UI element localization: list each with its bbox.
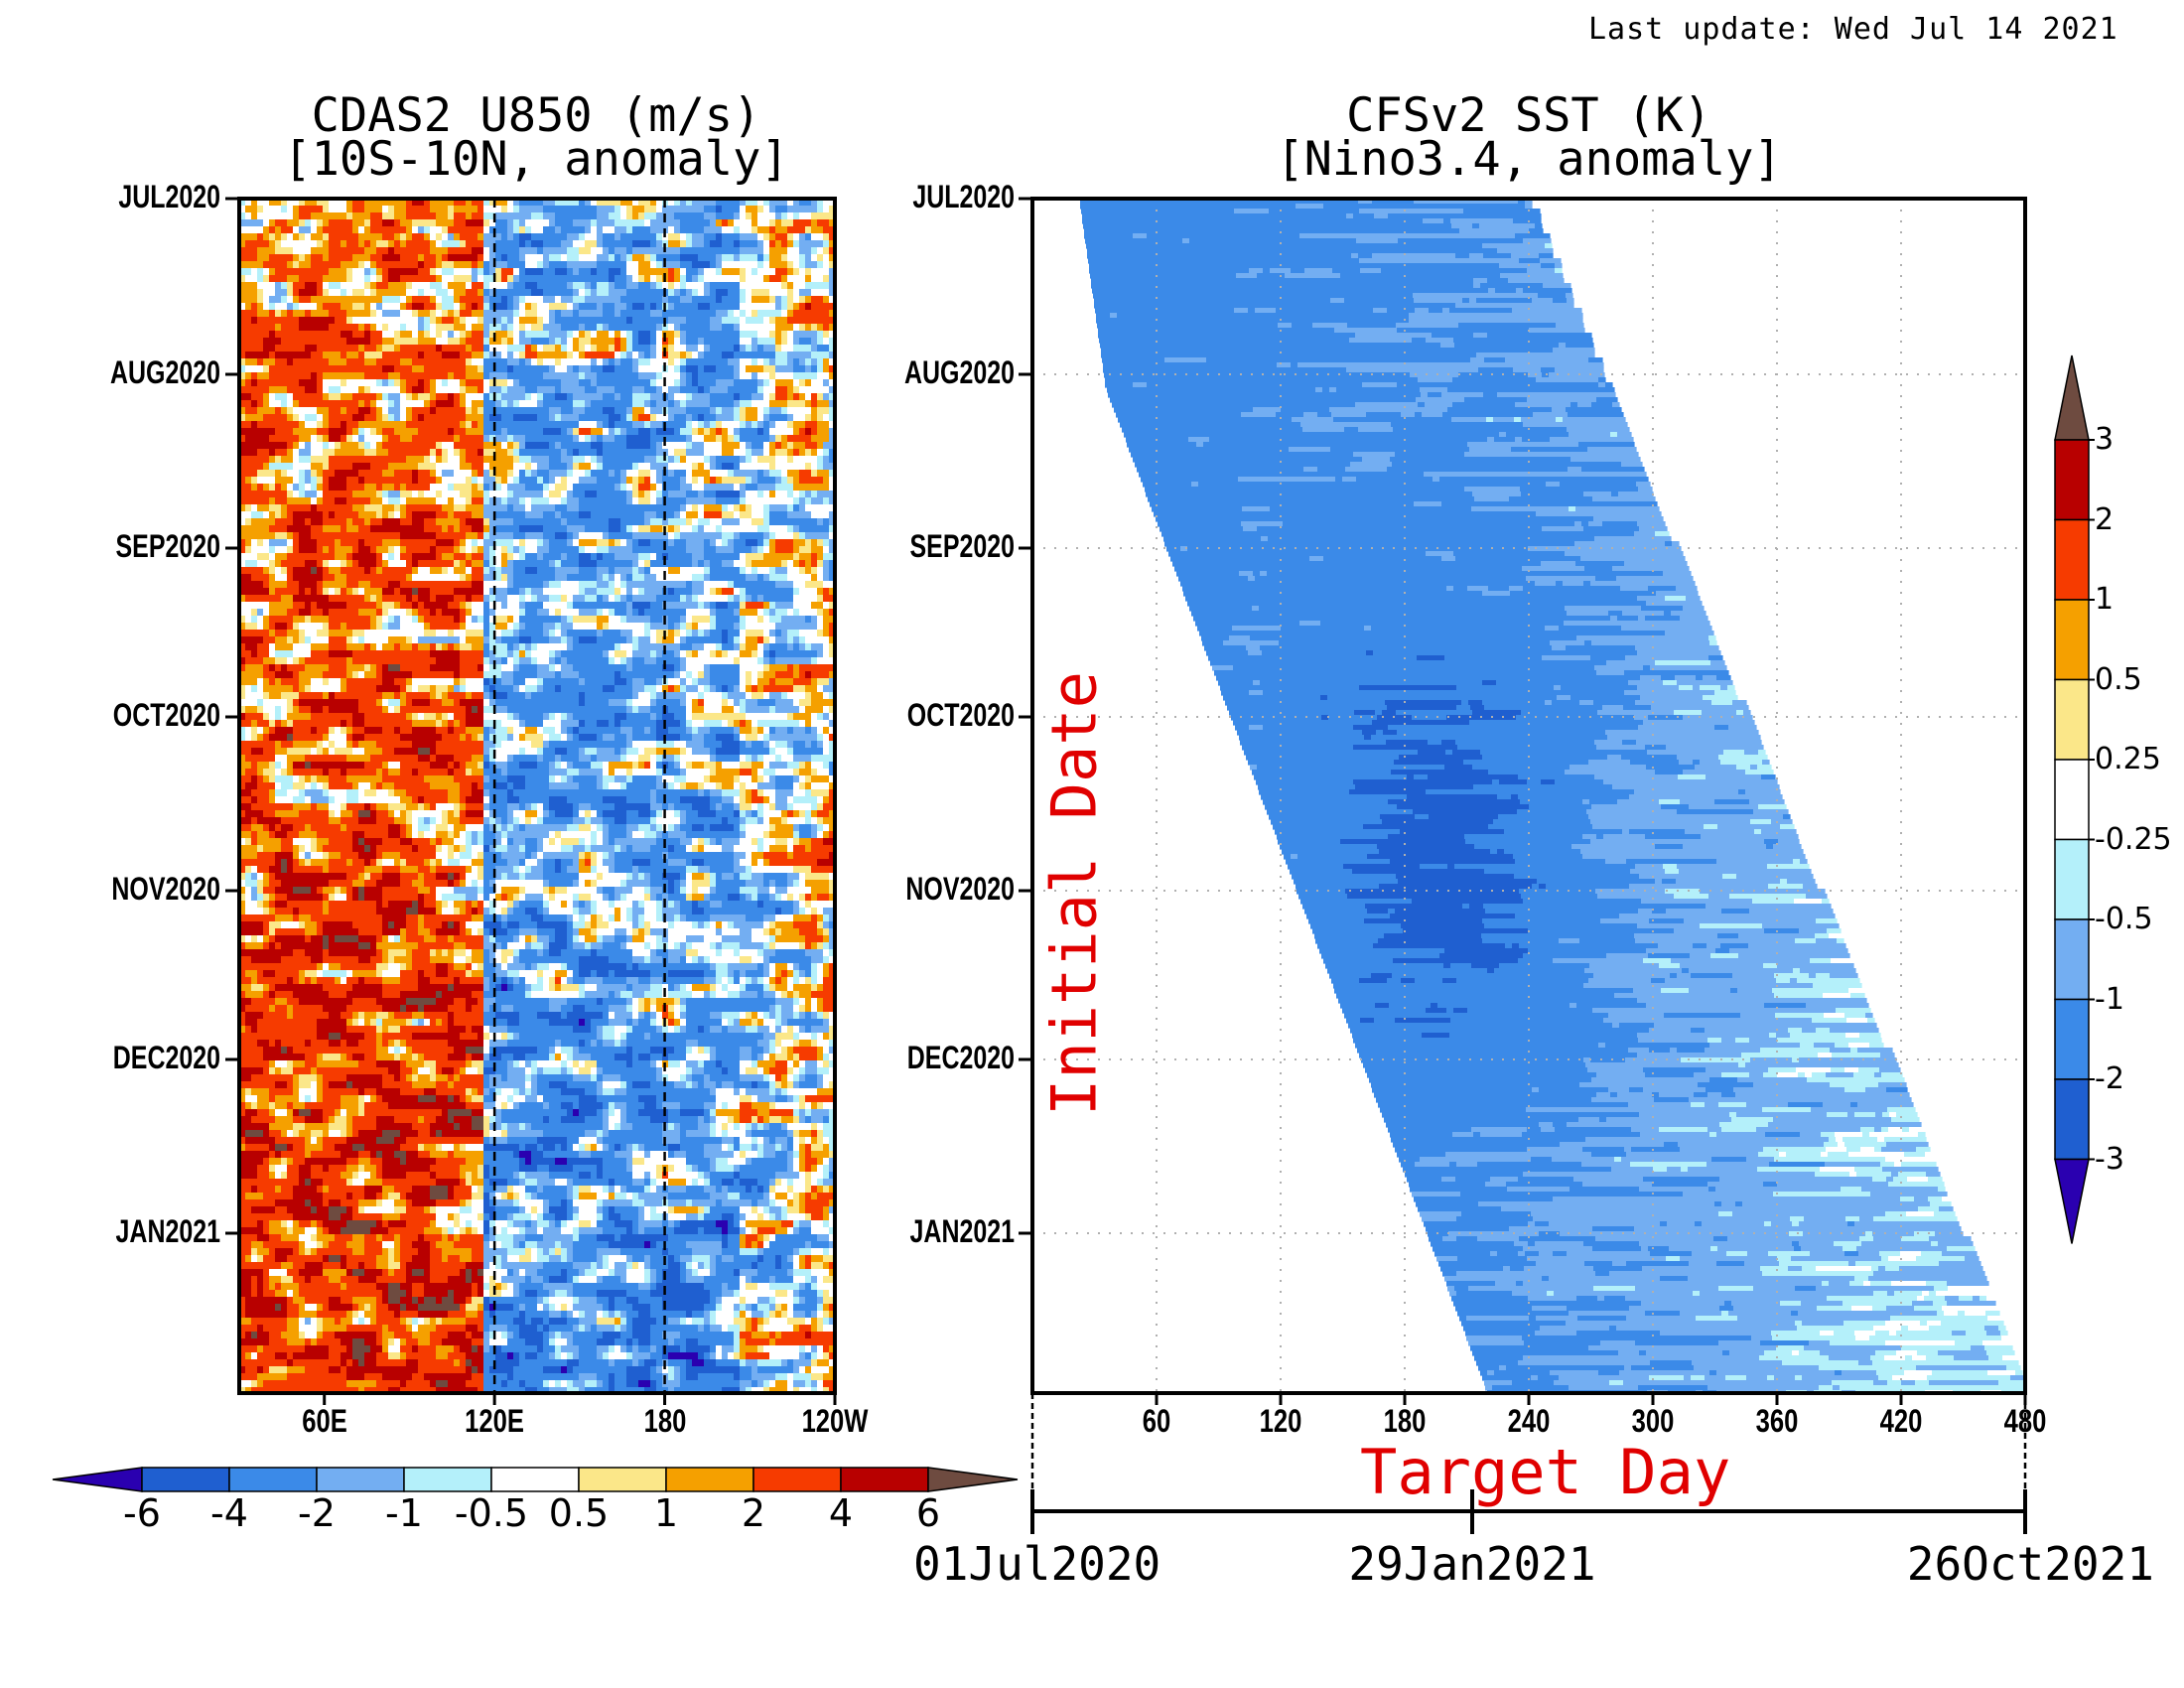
- target-day-axis-label: Target Day: [1360, 1436, 1730, 1508]
- left-subtitle-line: [10S-10N, anomaly]: [238, 136, 834, 183]
- right-y-tick-label: DEC2020: [860, 1040, 1015, 1076]
- left-colorbar-label: 6: [884, 1491, 973, 1535]
- left-y-tick-label: AUG2020: [66, 354, 220, 391]
- right-colorbar-label: -0.5: [2095, 902, 2153, 936]
- right-colorbar-label: 2: [2095, 502, 2114, 537]
- right-y-tick-label: JAN2021: [860, 1213, 1015, 1250]
- left-title-line: CDAS2 U850 (m/s): [238, 92, 834, 139]
- right-y-tick-label: OCT2020: [860, 697, 1015, 734]
- left-x-tick-label: 120E: [447, 1403, 542, 1440]
- right-x-tick-label: 480: [1978, 1403, 2073, 1440]
- left-colorbar-label: 2: [709, 1491, 798, 1535]
- left-y-tick-label: DEC2020: [66, 1040, 220, 1076]
- right-x-tick-label: 240: [1481, 1403, 1576, 1440]
- colorbars: [52, 354, 2095, 1492]
- right-y-tick-label: AUG2020: [860, 354, 1015, 391]
- right-colorbar-label: 3: [2095, 422, 2114, 457]
- initial-date-axis-label: Initial Date: [1038, 671, 1111, 1116]
- right-colorbar-label: 0.5: [2095, 662, 2142, 697]
- left-colorbar-label: 1: [621, 1491, 711, 1535]
- sst-heatmap: [1080, 199, 2025, 1393]
- right-x-tick-label: 60: [1109, 1403, 1204, 1440]
- sst-gridlines: [1032, 199, 2025, 1393]
- left-colorbar-label: -4: [185, 1491, 274, 1535]
- date-axis-label: 26Oct2021: [1757, 1537, 2154, 1591]
- left-x-tick-label: 60E: [277, 1403, 372, 1440]
- left-y-tick-label: JUL2020: [66, 179, 220, 215]
- right-x-tick-label: 420: [1853, 1403, 1949, 1440]
- last-update-stamp: Last update: Wed Jul 14 2021: [1588, 12, 2118, 47]
- axes-frames: [225, 197, 2027, 1534]
- left-colorbar-label: -2: [272, 1491, 361, 1535]
- right-colorbar-label: -1: [2095, 982, 2124, 1017]
- right-x-tick-label: 120: [1233, 1403, 1328, 1440]
- left-colorbar-label: -1: [359, 1491, 449, 1535]
- right-y-tick-label: JUL2020: [860, 179, 1015, 215]
- right-x-tick-label: 180: [1357, 1403, 1452, 1440]
- right-y-tick-label: NOV2020: [860, 871, 1015, 908]
- left-colorbar-label: -0.5: [447, 1491, 536, 1535]
- right-title-line: CFSv2 SST (K): [1231, 92, 1827, 139]
- left-colorbar-label: -6: [97, 1491, 187, 1535]
- left-y-tick-label: OCT2020: [66, 697, 220, 734]
- right-colorbar-label: 0.25: [2095, 742, 2161, 776]
- left-colorbar-label: 4: [796, 1491, 886, 1535]
- u850-heatmap: [239, 199, 835, 1393]
- right-chart-title: CFSv2 SST (K) [Nino3.4, anomaly]: [1231, 92, 1827, 183]
- left-x-tick-label: 180: [617, 1403, 713, 1440]
- date-axis-label: 01Jul2020: [913, 1537, 1310, 1591]
- left-x-tick-label: 120W: [787, 1403, 883, 1440]
- right-colorbar-label: 1: [2095, 582, 2114, 617]
- date-axis-label: 29Jan2021: [1274, 1537, 1671, 1591]
- right-x-tick-label: 360: [1729, 1403, 1825, 1440]
- left-y-tick-label: SEP2020: [66, 528, 220, 565]
- right-colorbar-label: -2: [2095, 1061, 2124, 1096]
- right-colorbar-label: -0.25: [2095, 822, 2172, 857]
- left-chart-title: CDAS2 U850 (m/s) [10S-10N, anomaly]: [238, 92, 834, 183]
- right-x-tick-label: 300: [1605, 1403, 1701, 1440]
- right-subtitle-line: [Nino3.4, anomaly]: [1231, 136, 1827, 183]
- left-y-tick-label: NOV2020: [66, 871, 220, 908]
- right-colorbar-label: -3: [2095, 1142, 2124, 1177]
- left-colorbar-label: 0.5: [534, 1491, 623, 1535]
- right-y-tick-label: SEP2020: [860, 528, 1015, 565]
- left-y-tick-label: JAN2021: [66, 1213, 220, 1250]
